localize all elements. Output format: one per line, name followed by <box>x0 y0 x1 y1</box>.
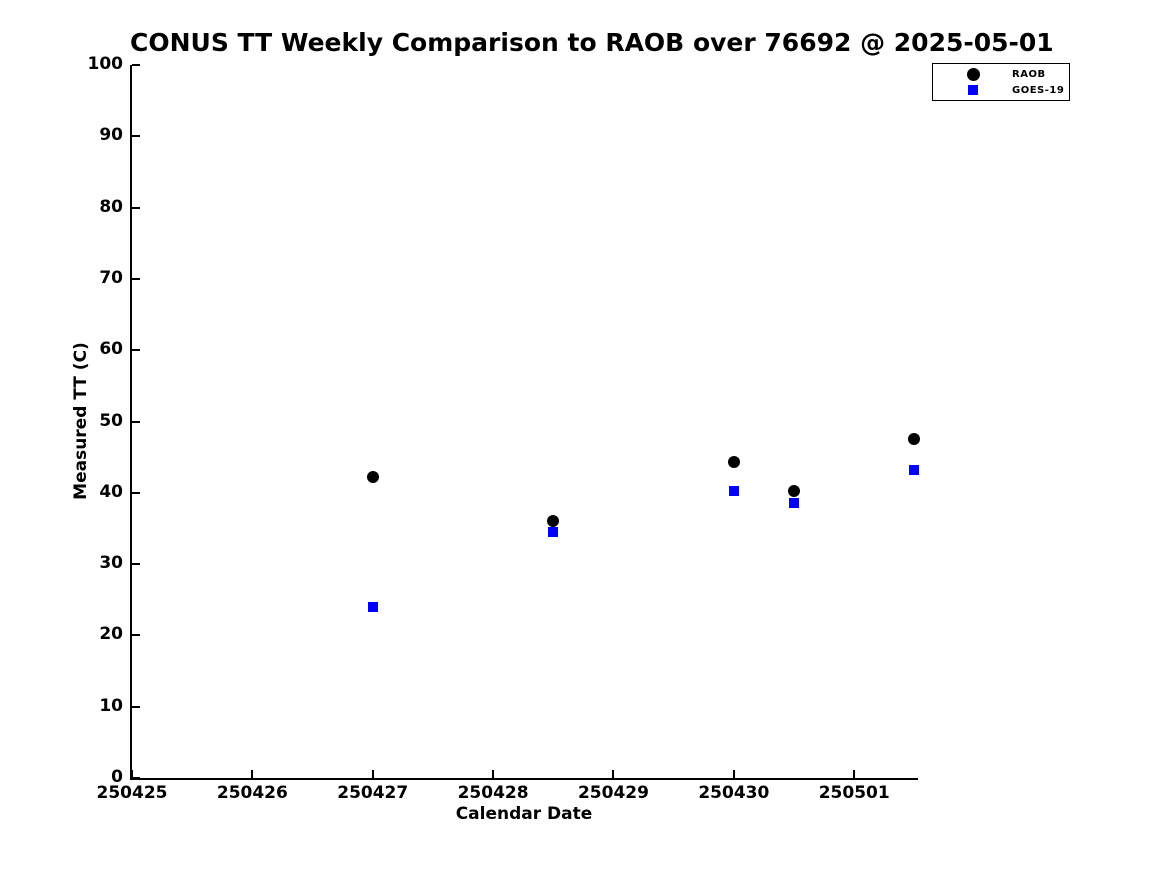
legend-box: RAOB GOES-19 <box>932 63 1070 101</box>
data-point-raob <box>908 432 921 445</box>
y-tick-mark <box>132 277 140 280</box>
x-tick-mark <box>853 770 856 778</box>
y-tick-mark <box>132 349 140 352</box>
x-tick-label: 250429 <box>577 783 649 803</box>
x-tick-label: 250501 <box>818 783 890 803</box>
x-tick-mark <box>612 770 615 778</box>
data-point-goes-19 <box>367 601 378 612</box>
y-tick-mark <box>132 64 140 66</box>
chart-title: CONUS TT Weekly Comparison to RAOB over … <box>130 28 1054 57</box>
y-tick-mark <box>132 491 140 494</box>
goes19-square-icon <box>966 83 980 97</box>
y-tick-label: 0 <box>111 767 123 787</box>
y-tick-mark <box>132 206 140 209</box>
y-tick-label: 80 <box>99 196 123 217</box>
y-tick-mark <box>132 705 140 708</box>
y-tick-label: 90 <box>99 125 123 146</box>
data-point-goes-19 <box>909 464 920 475</box>
y-tick-label: 50 <box>99 410 123 431</box>
y-tick-mark <box>132 563 140 566</box>
x-tick-mark <box>251 770 254 778</box>
data-point-goes-19 <box>728 486 739 497</box>
x-tick-label: 250426 <box>216 783 288 803</box>
y-tick-label: 40 <box>99 481 123 502</box>
x-tick-label: 250430 <box>698 783 770 803</box>
data-point-raob <box>547 514 560 527</box>
data-point-raob <box>366 471 379 484</box>
y-tick-label: 20 <box>99 624 123 645</box>
y-axis-label: Measured TT (C) <box>71 342 91 500</box>
x-tick-label: 250425 <box>96 783 168 803</box>
raob-circle-icon <box>966 67 980 81</box>
legend-label-raob: RAOB <box>1012 68 1046 80</box>
data-point-goes-19 <box>548 527 559 537</box>
data-point-raob <box>788 485 801 498</box>
x-tick-label: 250428 <box>457 783 529 803</box>
plot-area <box>130 65 918 780</box>
y-tick-label: 60 <box>99 339 123 360</box>
legend-entry-goes19: GOES-19 <box>933 82 1069 98</box>
y-tick-label: 70 <box>99 267 123 288</box>
y-tick-label: 100 <box>87 54 124 74</box>
data-point-goes-19 <box>789 497 800 508</box>
y-tick-mark <box>132 777 140 779</box>
x-tick-label: 250427 <box>337 783 409 803</box>
x-tick-mark <box>732 770 735 778</box>
x-tick-mark <box>371 770 374 778</box>
x-tick-mark <box>492 770 495 778</box>
x-tick-mark <box>131 770 133 778</box>
y-tick-mark <box>132 135 140 138</box>
x-axis-label: Calendar Date <box>455 804 593 824</box>
data-point-raob <box>727 456 740 469</box>
y-tick-mark <box>132 634 140 637</box>
y-tick-mark <box>132 420 140 423</box>
y-tick-label: 30 <box>99 553 123 574</box>
legend-label-goes19: GOES-19 <box>1012 84 1065 96</box>
y-tick-label: 10 <box>99 695 123 716</box>
legend-entry-raob: RAOB <box>933 66 1069 82</box>
